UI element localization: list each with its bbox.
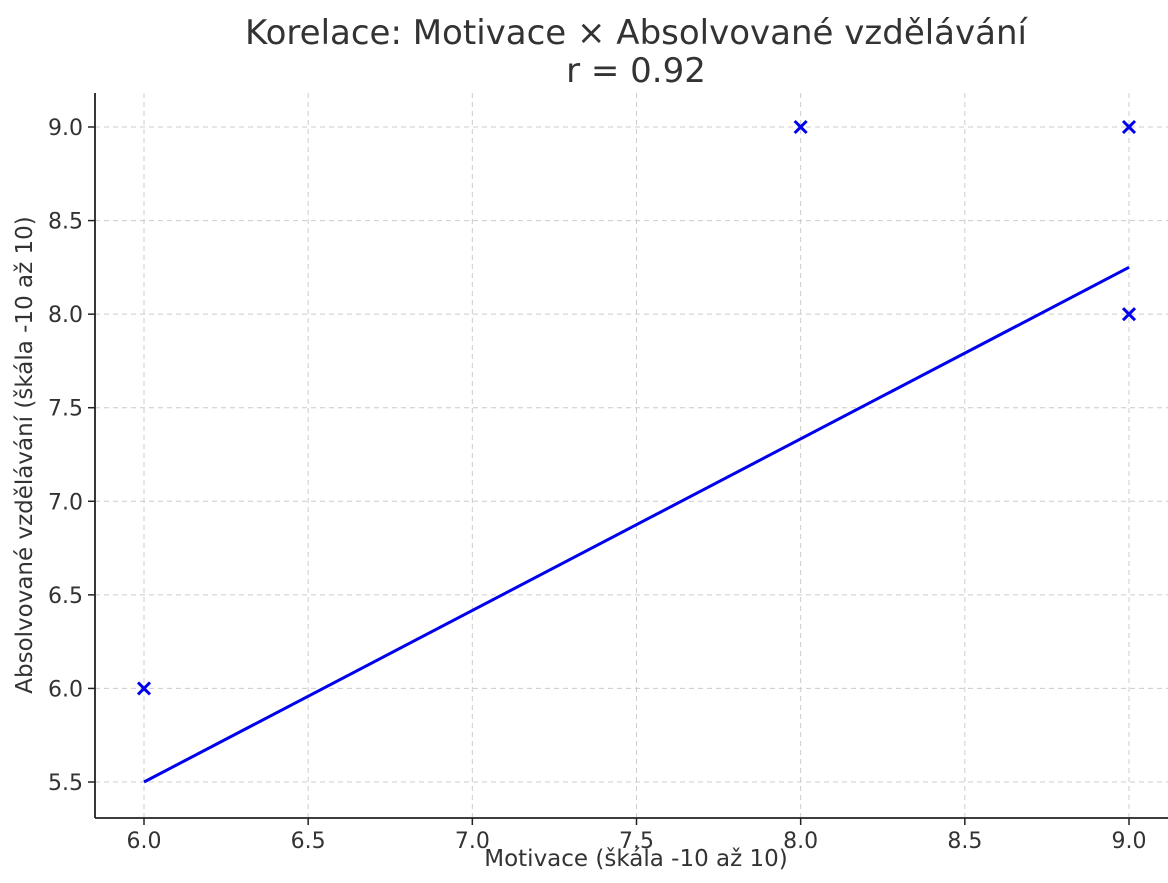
trend-line xyxy=(143,266,1130,784)
y-tick-label: 6.0 xyxy=(48,677,83,702)
y-tick-label: 8.0 xyxy=(48,303,83,328)
data-point xyxy=(1121,119,1137,135)
x-tick-label: 7.5 xyxy=(619,829,654,854)
data-point xyxy=(793,119,808,135)
scatter-points xyxy=(136,119,1137,696)
axes xyxy=(94,93,1168,819)
data-point-stroke xyxy=(1121,307,1137,322)
chart-title: Korelace: Motivace × Absolvované vzděláv… xyxy=(245,13,1029,53)
x-tick-label: 9.0 xyxy=(1112,829,1147,854)
y-tick-label: 6.5 xyxy=(48,584,83,609)
data-point xyxy=(136,681,152,696)
y-ticks: 5.5 6.0 6.5 7.0 7.5 8.0 8.5 9.0 xyxy=(48,116,95,796)
trend-line-group xyxy=(143,266,1130,784)
data-point-stroke xyxy=(793,119,808,135)
x-tick-label: 8.5 xyxy=(947,829,982,854)
x-ticks: 6.0 6.5 7.0 7.5 8.0 8.5 9.0 xyxy=(127,818,1147,854)
x-tick-label: 8.0 xyxy=(783,829,818,854)
y-tick-label: 8.5 xyxy=(48,210,83,235)
grid-lines xyxy=(95,93,1168,818)
data-point-stroke xyxy=(136,681,152,696)
data-point-stroke xyxy=(1121,119,1137,135)
chart-subtitle: r = 0.92 xyxy=(566,51,706,91)
x-axis-label: Motivace (škála -10 až 10) xyxy=(484,846,788,872)
data-point xyxy=(1121,307,1137,322)
y-tick-label: 7.5 xyxy=(48,397,83,422)
x-tick-label: 6.5 xyxy=(291,829,326,854)
y-tick-label: 5.5 xyxy=(48,771,83,796)
y-tick-label: 9.0 xyxy=(48,116,83,141)
y-tick-label: 7.0 xyxy=(48,490,83,515)
x-tick-label: 6.0 xyxy=(127,829,162,854)
x-tick-label: 7.0 xyxy=(455,829,490,854)
y-axis-label: Absolvované vzdělávání (škála -10 až 10) xyxy=(12,216,38,693)
